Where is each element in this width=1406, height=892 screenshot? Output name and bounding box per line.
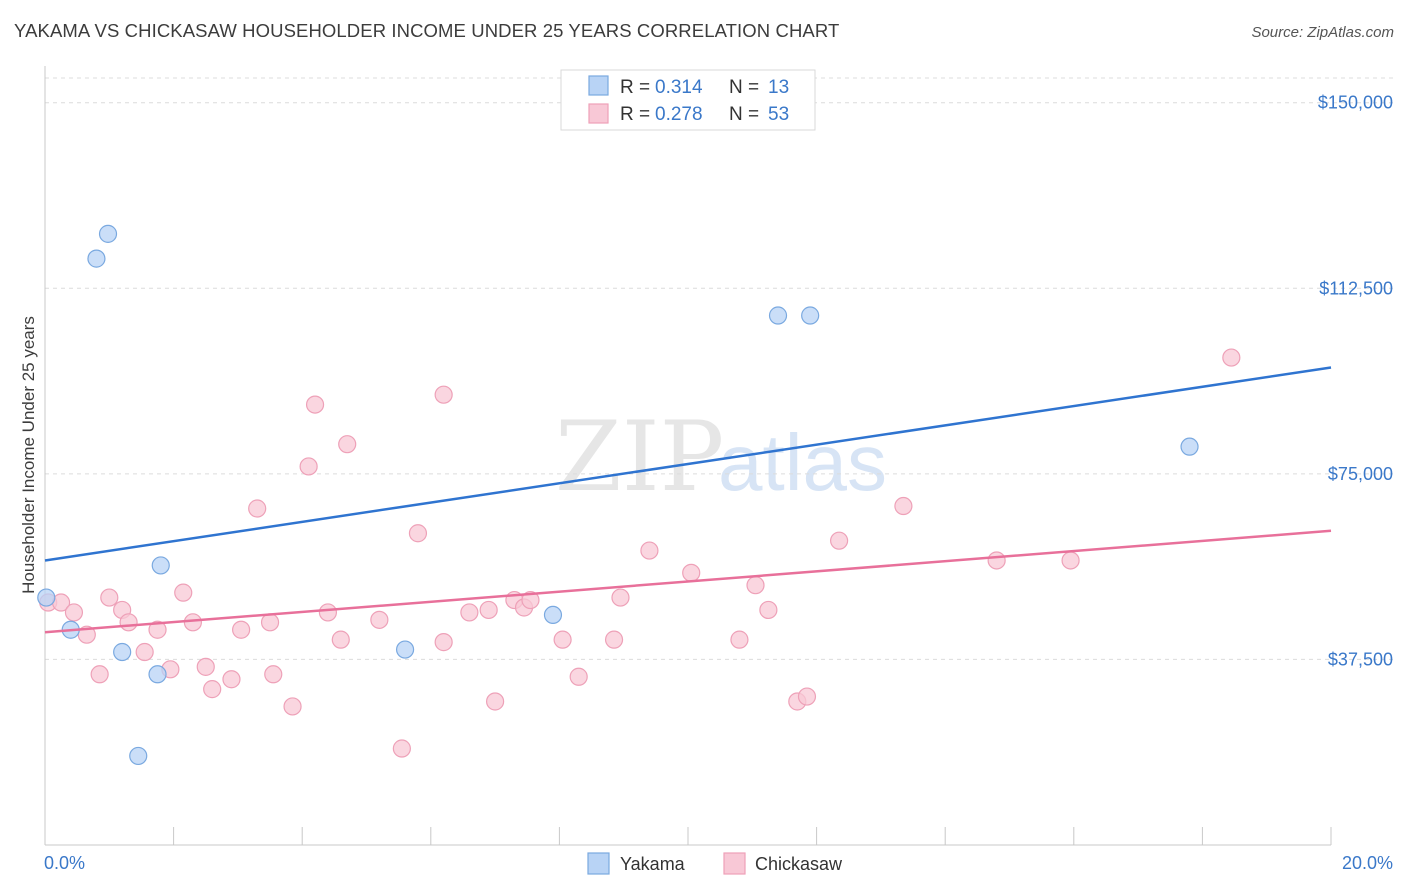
- data-point-chickasaw: [460, 603, 479, 622]
- data-point-chickasaw: [196, 657, 215, 676]
- data-point-yakama: [543, 605, 563, 625]
- legend-r-label: R =: [620, 104, 650, 125]
- data-point-chickasaw: [338, 435, 357, 454]
- data-point-chickasaw: [434, 385, 453, 404]
- data-point-chickasaw: [331, 630, 350, 649]
- data-point-chickasaw: [299, 457, 318, 476]
- data-point-yakama: [87, 249, 106, 268]
- data-point-yakama: [113, 642, 132, 662]
- data-point-chickasaw: [434, 633, 453, 652]
- data-point-chickasaw: [553, 630, 572, 649]
- source-label: Source: ZipAtlas.com: [1251, 24, 1394, 41]
- data-points: [37, 224, 1241, 766]
- data-point-yakama: [98, 224, 118, 243]
- data-point-chickasaw: [479, 600, 498, 620]
- legend-n-label: N =: [729, 77, 759, 98]
- data-point-chickasaw: [305, 395, 325, 414]
- data-point-chickasaw: [318, 603, 338, 622]
- watermark-atlas: atlas: [718, 418, 887, 507]
- data-point-chickasaw: [569, 667, 588, 686]
- data-point-chickasaw: [830, 531, 849, 550]
- legend-swatch-yakama: [588, 75, 609, 96]
- data-point-chickasaw: [730, 630, 749, 649]
- chart-title: YAKAMA VS CHICKASAW HOUSEHOLDER INCOME U…: [14, 20, 840, 41]
- watermark-zip: ZIP: [555, 401, 724, 513]
- data-point-chickasaw: [232, 620, 251, 639]
- data-point-chickasaw: [987, 551, 1006, 570]
- x-tick-labels: 0.0% 20.0%: [44, 853, 1393, 873]
- data-point-chickasaw: [682, 563, 701, 582]
- data-point-chickasaw: [64, 603, 84, 622]
- data-point-yakama: [151, 556, 170, 575]
- series-legend: Yakama Chickasaw: [587, 852, 843, 875]
- data-point-chickasaw: [408, 524, 428, 543]
- data-point-chickasaw: [604, 630, 624, 649]
- data-point-chickasaw: [248, 499, 267, 518]
- data-point-chickasaw: [640, 541, 659, 560]
- data-point-chickasaw: [119, 613, 138, 632]
- legend-swatch-chickasaw: [723, 852, 746, 875]
- data-point-yakama: [37, 588, 56, 607]
- data-point-chickasaw: [611, 588, 630, 607]
- y-tick-label: $150,000: [1318, 93, 1393, 113]
- y-tick-label: $112,500: [1319, 278, 1393, 298]
- data-point-yakama: [129, 746, 148, 766]
- trend-line-yakama: [44, 366, 1332, 562]
- legend-label-chickasaw: Chickasaw: [755, 854, 843, 874]
- data-point-chickasaw: [392, 739, 411, 758]
- stats-legend: R = 0.314 N = 13 R = 0.278 N = 53: [560, 69, 816, 131]
- data-point-chickasaw: [1222, 348, 1241, 367]
- data-point-chickasaw: [100, 588, 119, 607]
- data-point-chickasaw: [148, 620, 167, 639]
- data-point-chickasaw: [264, 665, 283, 684]
- gridlines: [45, 77, 1395, 660]
- legend-r-value-yakama: 0.314: [655, 77, 703, 98]
- data-point-yakama: [395, 640, 415, 659]
- data-point-chickasaw: [894, 496, 913, 516]
- legend-r-label: R =: [620, 77, 650, 98]
- data-point-chickasaw: [183, 613, 202, 632]
- trend-lines: [44, 366, 1332, 634]
- data-point-chickasaw: [521, 590, 540, 610]
- legend-n-label: N =: [729, 104, 759, 125]
- legend-swatch-chickasaw: [588, 103, 609, 124]
- data-point-chickasaw: [90, 665, 109, 684]
- data-point-chickasaw: [759, 600, 778, 620]
- data-point-chickasaw: [797, 687, 817, 706]
- data-point-chickasaw: [283, 697, 302, 716]
- legend-r-value-chickasaw: 0.278: [655, 104, 703, 125]
- x-tick-label: 20.0%: [1342, 853, 1393, 873]
- trend-line-chickasaw: [44, 529, 1332, 634]
- data-point-yakama: [148, 665, 167, 684]
- data-point-yakama: [768, 306, 788, 325]
- legend-n-value-yakama: 13: [768, 77, 789, 98]
- x-tick-label: 0.0%: [44, 853, 85, 873]
- y-axis-title: Householder Income Under 25 years: [19, 316, 38, 594]
- data-point-chickasaw: [135, 642, 154, 662]
- data-point-chickasaw: [370, 610, 389, 629]
- data-point-chickasaw: [260, 613, 280, 632]
- data-point-chickasaw: [222, 670, 241, 689]
- legend-swatch-yakama: [587, 852, 610, 875]
- data-point-yakama: [1180, 437, 1199, 456]
- data-point-chickasaw: [486, 692, 505, 711]
- legend-label-yakama: Yakama: [620, 854, 686, 874]
- y-tick-label: $37,500: [1328, 649, 1393, 669]
- legend-n-value-chickasaw: 53: [768, 104, 789, 125]
- y-tick-labels: $37,500 $75,000 $112,500 $150,000: [1318, 93, 1393, 670]
- data-point-chickasaw: [174, 583, 193, 602]
- axes: [44, 66, 1332, 846]
- y-tick-label: $75,000: [1328, 464, 1393, 484]
- data-point-chickasaw: [746, 576, 765, 595]
- data-point-yakama: [801, 306, 820, 325]
- data-point-chickasaw: [203, 680, 222, 699]
- data-point-chickasaw: [1061, 551, 1080, 570]
